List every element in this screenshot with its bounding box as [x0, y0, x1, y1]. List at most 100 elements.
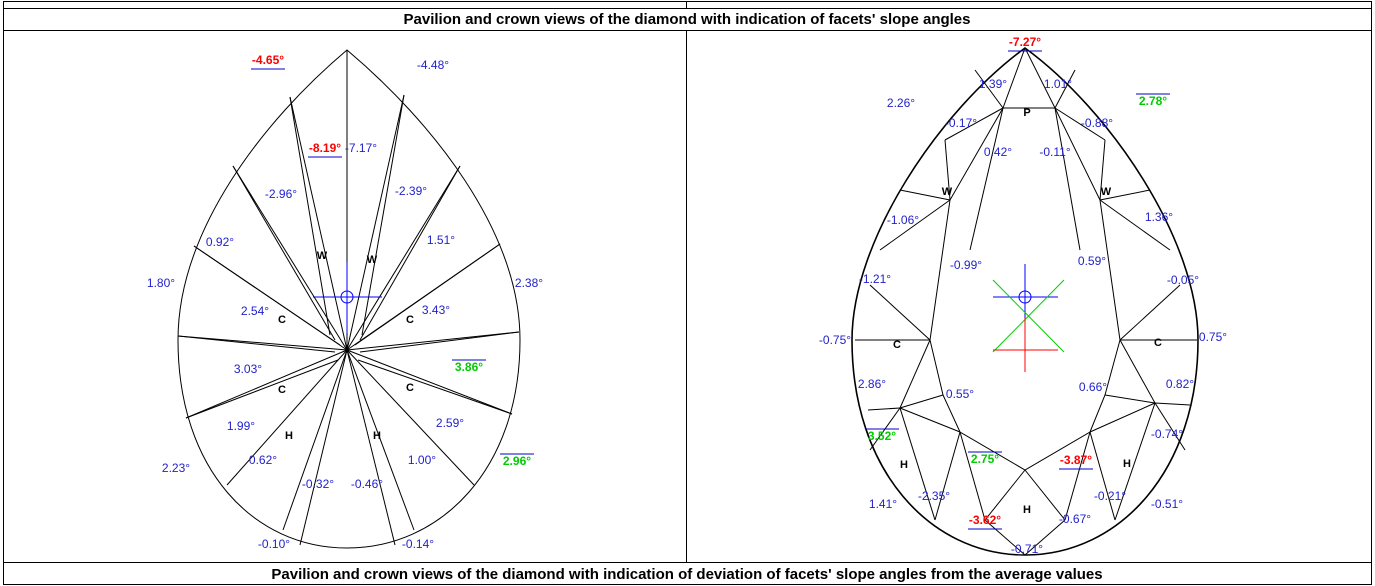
facet-edge [899, 407, 936, 521]
facet-edge [346, 94, 405, 351]
angle-label: 3.43° [422, 303, 450, 317]
facet-edge [899, 394, 944, 409]
angle-label: -0.46° [351, 477, 383, 491]
angle-label: -0.71° [1011, 542, 1043, 556]
angle-label: 0.75° [1199, 330, 1227, 344]
angle-label: -4.48° [417, 58, 449, 72]
angle-label: 2.59° [436, 416, 464, 430]
facet-edge [1154, 402, 1186, 451]
facet-edge [359, 331, 520, 353]
facet-edge [1024, 47, 1056, 109]
angle-label: 2.54° [241, 304, 269, 318]
facet-edge [346, 349, 475, 486]
angle-label: -0.14° [402, 537, 434, 551]
facet-edge [969, 107, 1004, 251]
title: Pavilion and crown views of the diamond … [404, 11, 971, 28]
facet-letter: H [285, 430, 293, 442]
facet-edge [193, 245, 341, 346]
angle-label: -1.21° [859, 272, 891, 286]
angle-label: 2.78° [1139, 94, 1167, 108]
facet-edge [1054, 107, 1081, 251]
facet-edge [289, 96, 348, 351]
angle-label: -7.17° [345, 141, 377, 155]
angle-label: -0.11° [1039, 145, 1070, 159]
facet-edge [974, 69, 1004, 109]
angle-label: -3.87° [1060, 453, 1092, 467]
facet-edge [1099, 189, 1151, 201]
angle-label: -0.17° [945, 116, 977, 130]
facet-edge [984, 469, 1026, 521]
angle-label: -2.96° [265, 187, 297, 201]
facet-edge [361, 94, 405, 336]
angle-label: -2.39° [395, 184, 427, 198]
facet-letter: C [1154, 337, 1162, 349]
angle-label: 1.80° [147, 276, 175, 290]
frame [3, 1, 1372, 585]
facet-edge [1089, 402, 1156, 433]
caption: Pavilion and crown views of the diamond … [271, 566, 1102, 583]
facet-letter: H [373, 430, 381, 442]
facet-edge [1002, 47, 1026, 109]
facet-letter: W [317, 250, 328, 262]
angle-label: 2.26° [887, 96, 915, 110]
facet-edge [1119, 339, 1156, 404]
angle-label: 2.38° [515, 276, 543, 290]
facet-letter: C [893, 339, 901, 351]
facet-letter: W [367, 254, 378, 266]
angle-label: -0.88° [1081, 116, 1113, 130]
angle-label: -0.21° [1094, 489, 1126, 503]
angle-label: 3.03° [234, 362, 262, 376]
facet-edge [346, 349, 396, 546]
facet-letter: H [1023, 504, 1031, 516]
angle-label: 3.52° [868, 429, 896, 443]
angle-label: 0.66° [1079, 380, 1107, 394]
facet-edge [282, 349, 348, 531]
facet-edge [1054, 107, 1106, 141]
facet-edge [299, 349, 348, 546]
angle-label: -7.27° [1009, 35, 1041, 49]
facet-edge [984, 519, 1026, 556]
facet-edge [879, 199, 951, 251]
angle-label: 0.82° [1166, 377, 1194, 391]
facet-letter: C [278, 314, 286, 326]
facet-edge [226, 349, 348, 486]
facet-edge [899, 339, 931, 409]
facet-edge [346, 331, 520, 351]
facet-edge [934, 431, 961, 521]
facet-edge [1154, 402, 1191, 406]
angle-label: -0.05° [1167, 273, 1199, 287]
angle-label: -0.74° [1151, 427, 1183, 441]
facet-letter: C [278, 384, 286, 396]
facet-edge [354, 243, 501, 346]
facet-letter: C [406, 382, 414, 394]
facet-edge [232, 165, 348, 351]
angle-label: -0.99° [950, 258, 982, 272]
facet-edge [289, 96, 331, 336]
crown-drawing [851, 47, 1199, 556]
angle-label: 0.59° [1078, 254, 1106, 268]
facet-edge [867, 407, 901, 411]
facet-edge [346, 165, 461, 351]
angle-label: -8.19° [309, 141, 341, 155]
facet-edge [1119, 284, 1181, 341]
facet-edge [357, 359, 513, 415]
facet-letter: W [1101, 186, 1112, 198]
angle-label: 1.36° [1145, 210, 1173, 224]
facet-edge [1089, 431, 1116, 521]
angle-label: -0.67° [1059, 512, 1091, 526]
facet-edge [1104, 394, 1156, 404]
facet-edge [959, 431, 986, 521]
facet-letter: W [942, 186, 953, 198]
pavilion-drawing [177, 49, 521, 549]
angle-label: -2.35° [918, 489, 950, 503]
angle-label: 1.00° [408, 453, 436, 467]
facet-edge [944, 139, 951, 201]
facet-edge [869, 284, 931, 341]
angle-label: -0.75° [819, 333, 851, 347]
facet-edge [177, 335, 336, 353]
facet-edge [185, 359, 339, 419]
angle-label: 0.62° [249, 453, 277, 467]
angle-label: 0.92° [206, 235, 234, 249]
facet-letter: H [1123, 458, 1131, 470]
